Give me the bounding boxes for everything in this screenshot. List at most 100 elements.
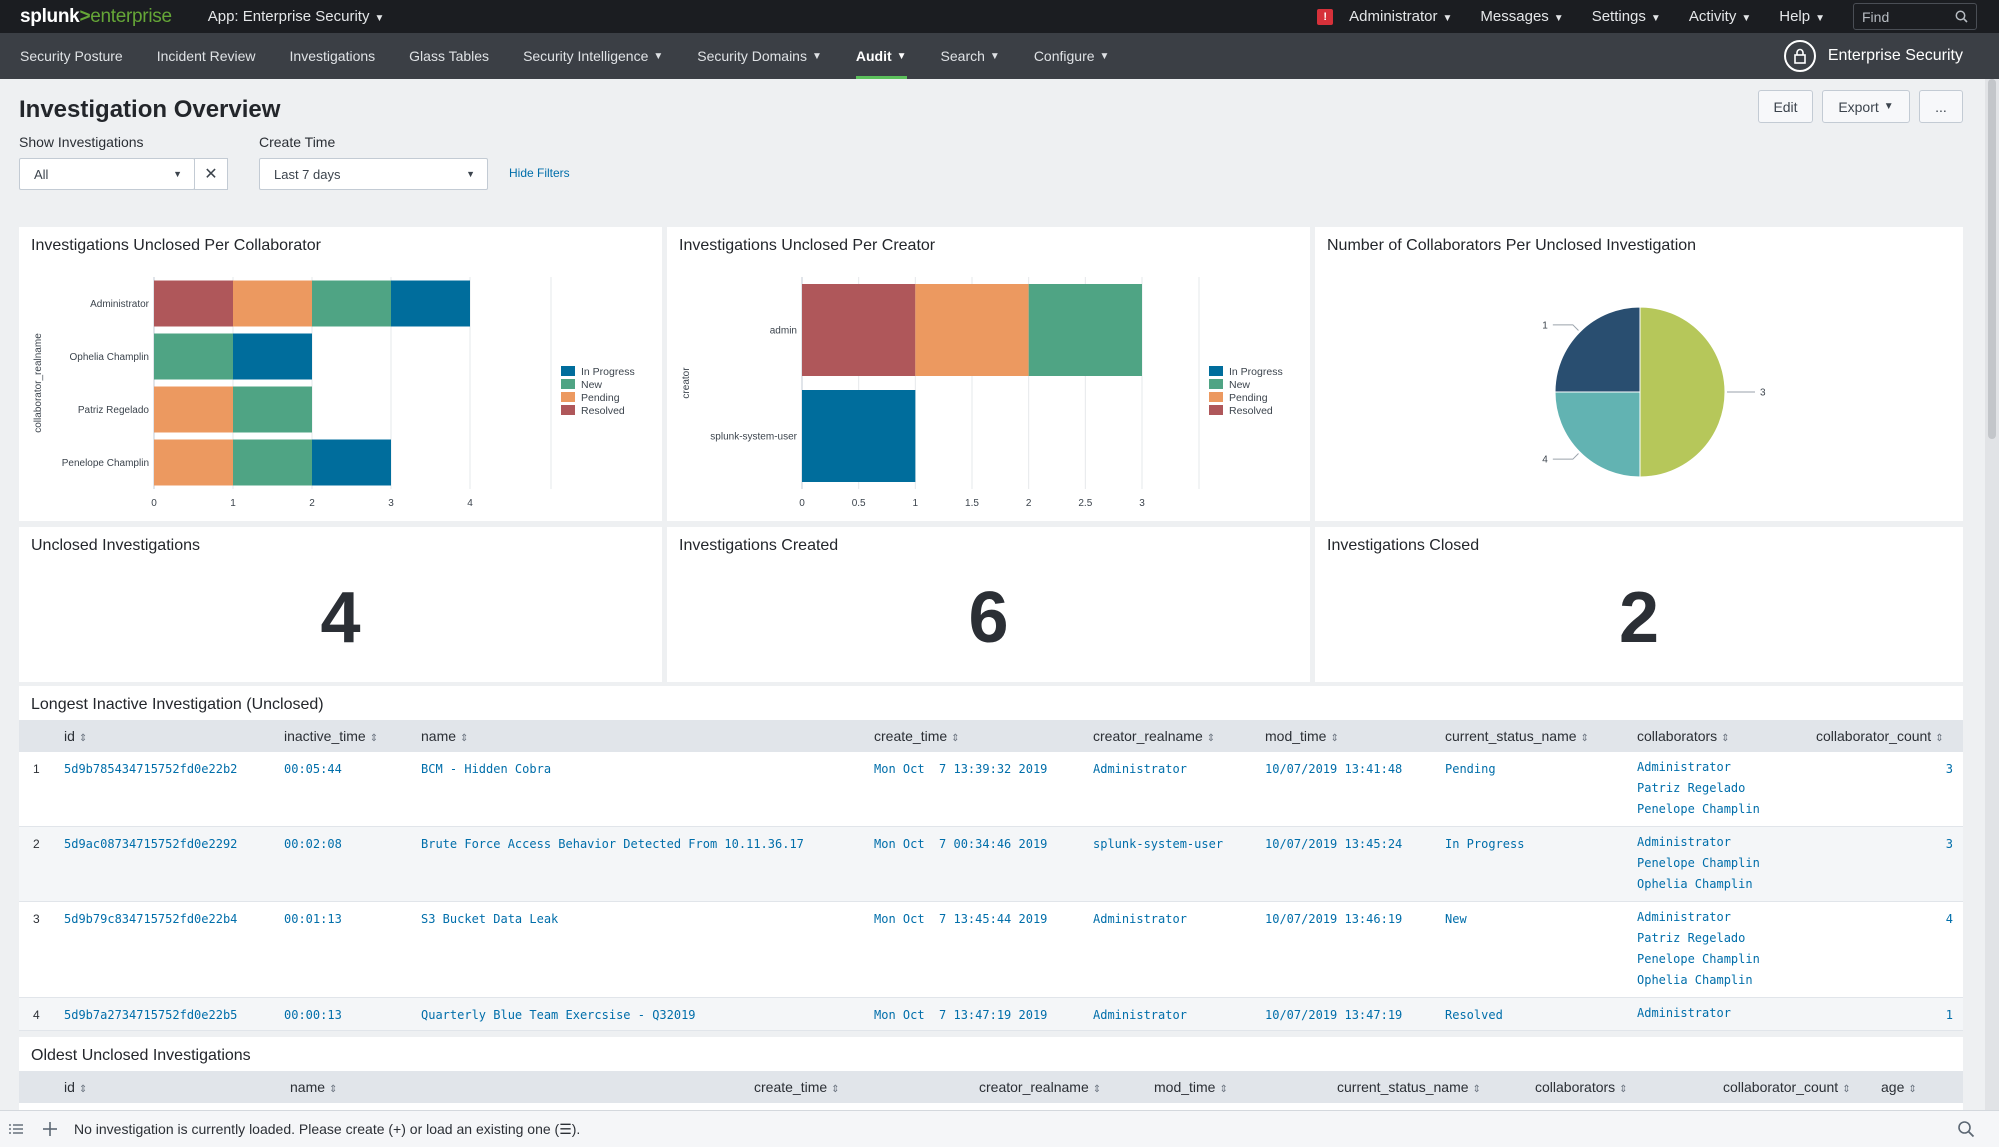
cell-collaborator-count[interactable]: 1 [1945,1008,1953,1022]
cell-mod-time[interactable]: 10/07/2019 13:46:19 [1265,912,1403,926]
enterprise-security-brand[interactable]: Enterprise Security [1783,33,1963,79]
column-header-inactive-time[interactable]: inactive_time ⇕ [284,728,378,744]
messages-menu[interactable]: Messages ▼ [1480,8,1563,25]
cell-inactive-time[interactable]: 00:00:13 [284,1008,342,1022]
cell-collaborators[interactable]: Administrator Patriz Regelado Penelope C… [1637,757,1760,820]
find-input[interactable]: Find [1853,3,1977,30]
cell-id[interactable]: 5d9b79c834715752fd0e22b4 [64,912,238,926]
cell-inactive-time[interactable]: 00:05:44 [284,762,342,776]
nav-security-domains[interactable]: Security Domains ▼ [697,33,822,79]
edit-button[interactable]: Edit [1758,90,1813,123]
column-header-creator-realname[interactable]: creator_realname ⇕ [979,1079,1101,1095]
column-header-current-status-name[interactable]: current_status_name ⇕ [1337,1079,1481,1095]
show-investigations-select[interactable]: All ▼ [19,158,195,190]
column-header-current-status-name[interactable]: current_status_name ⇕ [1445,728,1589,744]
table-row[interactable]: 3 5d9b79c834715752fd0e22b4 00:01:13 S3 B… [19,902,1963,998]
cell-create-time[interactable]: Mon Oct 7 13:45:44 2019 [874,912,1048,926]
more-options-button[interactable]: ... [1919,90,1963,123]
create-time-select[interactable]: Last 7 days ▼ [259,158,488,190]
cell-mod-time[interactable]: 10/07/2019 13:45:24 [1265,837,1403,851]
cell-name[interactable]: S3 Bucket Data Leak [421,912,559,926]
list-icon[interactable] [8,1122,24,1136]
column-header-create-time[interactable]: create_time ⇕ [874,728,960,744]
cell-collaborators[interactable]: Administrator [1637,1003,1731,1024]
nav-incident-review[interactable]: Incident Review [156,48,256,64]
search-icon[interactable] [1957,1120,1975,1138]
column-header-collaborators[interactable]: collaborators ⇕ [1535,1079,1628,1095]
collaborator-name[interactable]: Administrator [1637,1006,1731,1020]
settings-menu[interactable]: Settings ▼ [1592,8,1661,25]
cell-inactive-time[interactable]: 00:01:13 [284,912,342,926]
help-menu[interactable]: Help ▼ [1779,8,1825,25]
activity-menu[interactable]: Activity ▼ [1689,8,1751,25]
cell-name[interactable]: Brute Force Access Behavior Detected Fro… [421,837,804,851]
column-header-id[interactable]: id ⇕ [64,728,87,744]
column-header-mod-time[interactable]: mod_time ⇕ [1265,728,1339,744]
cell-creator[interactable]: Administrator [1093,1008,1187,1022]
collaborator-name[interactable]: Patriz Regelado [1637,781,1746,795]
cell-create-time[interactable]: Mon Oct 7 13:39:32 2019 [874,762,1048,776]
column-header-creator-realname[interactable]: creator_realname ⇕ [1093,728,1215,744]
administrator-menu[interactable]: Administrator ▼ [1349,8,1452,25]
table-row[interactable]: 4 5d9b7a2734715752fd0e22b5 00:00:13 Quar… [19,998,1963,1031]
plus-icon[interactable] [42,1121,58,1137]
cell-creator[interactable]: Administrator [1093,912,1187,926]
cell-status[interactable]: Pending [1445,762,1496,776]
alert-icon[interactable]: ! [1317,8,1334,25]
cell-creator[interactable]: Administrator [1093,762,1187,776]
nav-security-intelligence[interactable]: Security Intelligence ▼ [523,33,663,79]
table-row[interactable]: 1 5d9b785434715752fd0e22b2 00:05:44 BCM … [19,752,1963,827]
cell-collaborator-count[interactable]: 3 [1945,762,1953,776]
nav-search[interactable]: Search ▼ [941,33,1000,79]
column-header-age[interactable]: age ⇕ [1881,1079,1917,1095]
collaborator-name[interactable]: Ophelia Champlin [1637,973,1753,987]
cell-create-time[interactable]: Mon Oct 7 13:47:19 2019 [874,1008,1048,1022]
nav-glass-tables[interactable]: Glass Tables [409,48,490,64]
cell-creator[interactable]: splunk-system-user [1093,837,1224,851]
scrollbar-thumb[interactable] [1988,79,1996,439]
clear-filter-button[interactable]: ✕ [194,158,228,190]
cell-mod-time[interactable]: 10/07/2019 13:41:48 [1265,762,1403,776]
column-header-collaborator-count[interactable]: collaborator_count ⇕ [1816,728,1944,744]
cell-collaborators[interactable]: Administrator Patriz Regelado Penelope C… [1637,907,1760,991]
collaborator-name[interactable]: Patriz Regelado [1637,931,1746,945]
column-header-mod-time[interactable]: mod_time ⇕ [1154,1079,1228,1095]
collaborator-name[interactable]: Ophelia Champlin [1637,877,1753,891]
export-button[interactable]: Export ▼ [1822,90,1910,123]
cell-name[interactable]: BCM - Hidden Cobra [421,762,552,776]
column-header-create-time[interactable]: create_time ⇕ [754,1079,840,1095]
column-header-collaborator-count[interactable]: collaborator_count ⇕ [1723,1079,1851,1095]
cell-id[interactable]: 5d9b7a2734715752fd0e22b5 [64,1008,238,1022]
cell-inactive-time[interactable]: 00:02:08 [284,837,342,851]
cell-collaborator-count[interactable]: 4 [1945,912,1953,926]
cell-status[interactable]: Resolved [1445,1008,1503,1022]
cell-status[interactable]: In Progress [1445,837,1525,851]
table-row[interactable]: 2 5d9ac08734715752fd0e2292 00:02:08 Brut… [19,827,1963,902]
hide-filters-link[interactable]: Hide Filters [509,166,570,180]
nav-investigations[interactable]: Investigations [289,48,376,64]
cell-status[interactable]: New [1445,912,1467,926]
nav-security-posture[interactable]: Security Posture [20,48,123,64]
column-header-collaborators[interactable]: collaborators ⇕ [1637,728,1730,744]
cell-name[interactable]: Quarterly Blue Team Exercsise - Q32019 [421,1008,696,1022]
nav-audit[interactable]: Audit ▼ [855,33,907,79]
collaborator-name[interactable]: Administrator [1637,835,1731,849]
cell-create-time[interactable]: Mon Oct 7 00:34:46 2019 [874,837,1048,851]
collaborator-name[interactable]: Penelope Champlin [1637,802,1760,816]
page-scrollbar[interactable] [1985,79,1999,1110]
column-header-name[interactable]: name ⇕ [421,728,468,744]
cell-collaborators[interactable]: Administrator Penelope Champlin Ophelia … [1637,832,1760,895]
app-menu[interactable]: App: Enterprise Security ▼ [208,8,385,25]
collaborator-name[interactable]: Penelope Champlin [1637,856,1760,870]
nav-configure[interactable]: Configure ▼ [1034,33,1110,79]
collaborator-name[interactable]: Penelope Champlin [1637,952,1760,966]
splunk-logo[interactable]: splunk>enterprise [20,6,172,28]
cell-id[interactable]: 5d9b785434715752fd0e22b2 [64,762,238,776]
cell-collaborator-count[interactable]: 3 [1945,837,1953,851]
column-header-name[interactable]: name ⇕ [290,1079,337,1095]
collaborator-name[interactable]: Administrator [1637,910,1731,924]
column-header-id[interactable]: id ⇕ [64,1079,87,1095]
collaborator-name[interactable]: Administrator [1637,760,1731,774]
cell-mod-time[interactable]: 10/07/2019 13:47:19 [1265,1008,1403,1022]
cell-id[interactable]: 5d9ac08734715752fd0e2292 [64,837,238,851]
